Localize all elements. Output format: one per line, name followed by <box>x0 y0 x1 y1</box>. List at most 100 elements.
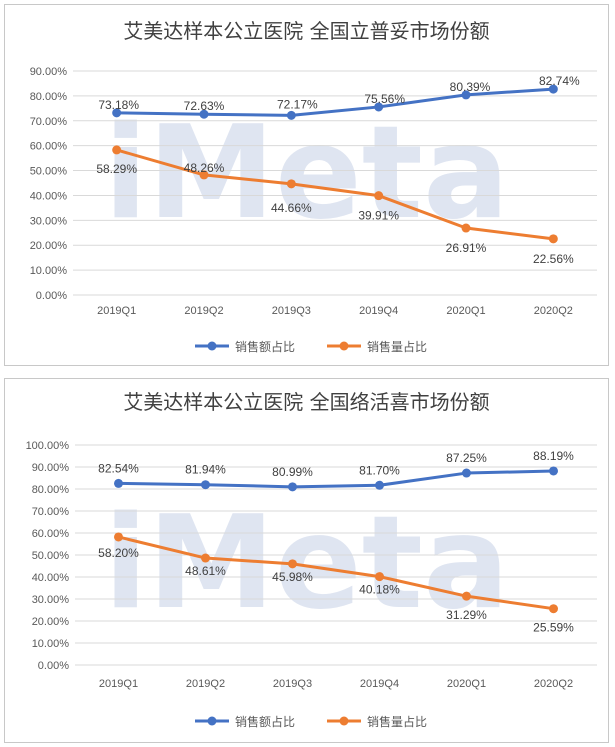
data-point <box>549 466 558 476</box>
series-line-2 <box>115 148 555 241</box>
data-label: 58.29% <box>96 162 137 176</box>
chart-title: 艾美达样本公立医院 全国络活喜市场份额 <box>123 390 489 414</box>
data-point <box>286 110 296 120</box>
data-label: 26.91% <box>446 241 487 255</box>
legend-label: 销售量占比 <box>367 714 427 729</box>
y-tick-label: 100.00% <box>26 440 70 452</box>
x-tick-label: 2019Q3 <box>272 305 311 317</box>
x-tick-label: 2020Q2 <box>534 678 573 690</box>
legend-marker <box>339 341 349 351</box>
y-tick-label: 10.00% <box>32 638 70 650</box>
chart-panel-norvasc: iMeta 艾美达样本公立医院 全国络活喜市场份额 0.00% 10.00% 20.00… <box>4 378 609 743</box>
x-tick-label: 2019Q1 <box>99 678 138 690</box>
chart-panel-lipitor: iMeta 艾美达样本公立医院 全国立普妥市场份额 0.00% 10.00% 20.00… <box>4 4 609 366</box>
data-point <box>375 480 384 490</box>
data-label: 81.94% <box>185 463 226 477</box>
y-tick-label: 40.00% <box>32 572 70 584</box>
data-point <box>462 468 471 478</box>
data-label: 44.66% <box>271 201 312 215</box>
y-tick-label: 30.00% <box>32 594 70 606</box>
data-point <box>114 478 123 488</box>
data-label: 73.18% <box>98 98 139 112</box>
legend-marker <box>207 341 217 351</box>
data-label: 72.63% <box>184 99 225 113</box>
x-tick-label: 2019Q4 <box>360 678 399 690</box>
data-point <box>288 482 297 492</box>
legend-label: 销售量占比 <box>367 339 427 354</box>
watermark: iMeta <box>104 99 510 248</box>
data-point <box>548 234 558 244</box>
legend-marker <box>207 716 217 726</box>
y-tick-label: 60.00% <box>32 528 70 540</box>
watermark: iMeta <box>104 489 510 638</box>
data-label: 40.18% <box>359 583 400 597</box>
y-tick-label: 50.00% <box>30 166 68 178</box>
y-tick-label: 80.00% <box>32 484 70 496</box>
x-tick-label: 2019Q2 <box>186 678 225 690</box>
y-tick-label: 90.00% <box>30 66 68 78</box>
data-point <box>114 532 123 542</box>
series-line-2 <box>117 535 555 611</box>
data-point <box>461 90 471 100</box>
chart-lipitor: iMeta 艾美达样本公立医院 全国立普妥市场份额 0.00% 10.00% 20.00… <box>30 19 597 354</box>
data-label: 25.59% <box>533 621 574 635</box>
y-tick-label: 60.00% <box>30 141 68 153</box>
data-label: 58.20% <box>98 546 139 560</box>
y-tick-label: 80.00% <box>30 91 68 103</box>
data-label: 80.99% <box>272 465 313 479</box>
y-tick-label: 0.00% <box>38 660 69 672</box>
y-tick-label: 20.00% <box>32 616 70 628</box>
y-tick-label: 70.00% <box>30 116 68 128</box>
data-label: 39.91% <box>358 209 399 223</box>
data-label: 88.19% <box>533 449 574 463</box>
data-label: 31.29% <box>446 608 487 622</box>
data-label: 45.98% <box>272 570 313 584</box>
data-label: 72.17% <box>277 97 318 111</box>
data-point <box>286 179 296 189</box>
data-point <box>201 480 210 490</box>
data-point <box>374 102 384 112</box>
chart-title: 艾美达样本公立医院 全国立普妥市场份额 <box>123 19 489 43</box>
x-tick-label: 2020Q1 <box>447 678 486 690</box>
data-point <box>112 145 122 155</box>
series-line-1 <box>117 469 555 489</box>
data-point <box>199 109 209 119</box>
x-tick-label: 2020Q1 <box>446 305 485 317</box>
data-point <box>201 553 210 563</box>
y-tick-label: 50.00% <box>32 550 70 562</box>
data-point <box>374 191 384 201</box>
x-tick-label: 2020Q2 <box>534 305 573 317</box>
data-point <box>548 84 558 94</box>
x-tick-label: 2019Q1 <box>97 305 136 317</box>
y-tick-label: 10.00% <box>30 265 68 277</box>
legend-marker <box>339 716 349 726</box>
data-label: 48.61% <box>185 564 226 578</box>
data-point <box>461 223 471 233</box>
x-tick-label: 2019Q3 <box>273 678 312 690</box>
data-point <box>375 572 384 582</box>
legend-label: 销售额占比 <box>235 339 295 354</box>
y-tick-label: 90.00% <box>32 462 70 474</box>
data-label: 82.74% <box>539 74 580 88</box>
data-point <box>199 170 209 180</box>
data-point <box>288 559 297 569</box>
data-label: 87.25% <box>446 451 487 465</box>
data-label: 75.56% <box>364 92 405 106</box>
data-label: 22.56% <box>533 252 574 266</box>
y-tick-label: 0.00% <box>36 290 67 302</box>
y-tick-label: 40.00% <box>30 190 68 202</box>
series-line-1 <box>115 87 555 117</box>
data-label: 80.39% <box>450 80 491 94</box>
x-tick-label: 2019Q4 <box>359 305 398 317</box>
chart-norvasc: iMeta 艾美达样本公立医院 全国络活喜市场份额 0.00% 10.00% 20.00… <box>26 390 597 729</box>
data-point <box>112 108 122 118</box>
y-tick-label: 30.00% <box>30 215 68 227</box>
legend-label: 销售额占比 <box>235 714 295 729</box>
data-label: 81.70% <box>359 463 400 477</box>
x-tick-label: 2019Q2 <box>184 305 223 317</box>
y-tick-label: 20.00% <box>30 240 68 252</box>
y-tick-label: 70.00% <box>32 506 70 518</box>
data-label: 48.26% <box>184 161 225 175</box>
data-point <box>462 591 471 601</box>
data-point <box>549 604 558 614</box>
